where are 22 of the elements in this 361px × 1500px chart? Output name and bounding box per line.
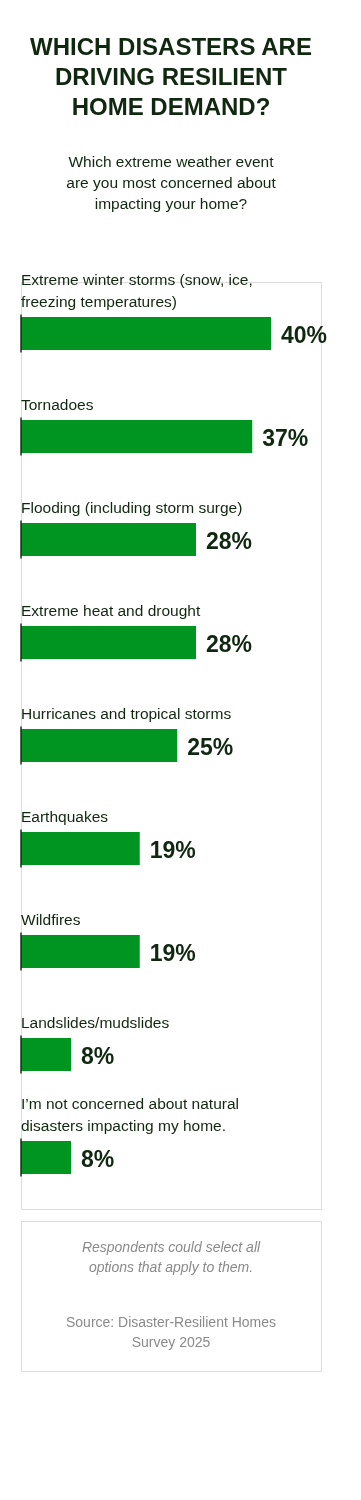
y-tick-label: I’m not concerned about natural disasters impacting my home. xyxy=(21,1094,239,1134)
data-label: 19% xyxy=(149,836,196,863)
data-label: 37% xyxy=(262,424,309,451)
y-tick-label: Landslides/mudslides xyxy=(21,1013,170,1031)
y-tick-label: Earthquakes xyxy=(21,807,109,825)
y-tick-label: Flooding (including storm surge) xyxy=(21,498,243,516)
data-label: 25% xyxy=(187,733,234,760)
data-label: 40% xyxy=(281,321,328,348)
y-tick-label: Hurricanes and tropical storms xyxy=(21,704,232,722)
chart-title: WHICH DISASTERS ARE DRIVING RESILIENT HOME DEMAND? xyxy=(30,33,312,120)
y-tick-label: Extreme winter storms (snow, ice, freezing temperatures) xyxy=(21,270,253,310)
data-label: 19% xyxy=(149,939,196,966)
data-label: 8% xyxy=(81,1145,115,1172)
data-label: 28% xyxy=(206,527,253,554)
data-label: 28% xyxy=(206,630,253,657)
text: Respondents could select all options that apply to them. xyxy=(81,1239,261,1275)
chart-subtitle: Which extreme weather event are you most concerned about impacting your home? xyxy=(66,153,277,212)
data-label: 8% xyxy=(81,1042,115,1069)
source-note: Source: Disaster-Resilient Homes Survey 2025 xyxy=(65,1314,277,1350)
y-tick-label: Tornadoes xyxy=(21,395,94,413)
y-tick-label: Wildfires xyxy=(21,910,81,928)
y-tick-label: Extreme heat and drought xyxy=(21,601,201,619)
